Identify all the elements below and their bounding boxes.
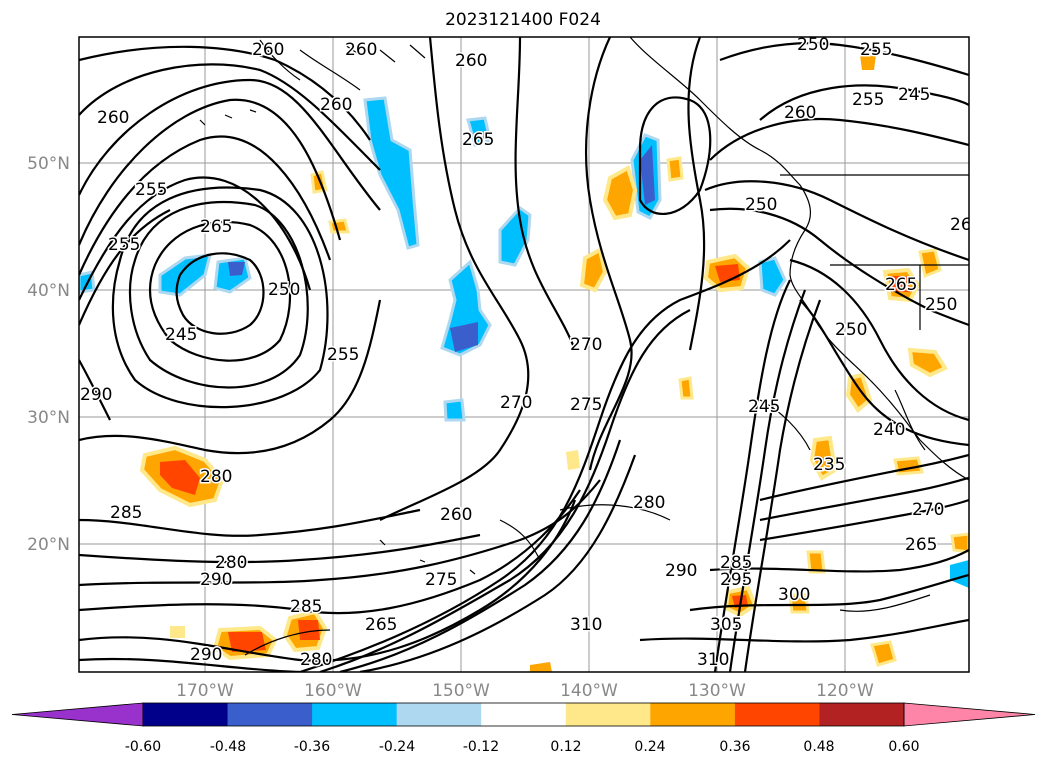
colorbar-tick-label: -0.60 xyxy=(125,739,161,755)
contour-label: 270 xyxy=(500,393,532,413)
contour-label: 285 xyxy=(290,597,322,617)
longitude-labels: 170°W 160°W 150°W 140°W 130°W 120°W xyxy=(176,681,874,701)
lon-label: 150°W xyxy=(432,681,490,701)
colorbar-tick-label: 0.36 xyxy=(719,739,750,755)
contour-lines xyxy=(79,37,969,672)
contour-label: 250 xyxy=(797,35,829,55)
map-frame xyxy=(78,36,970,673)
contour-label: 265 xyxy=(885,275,917,295)
colorbar-segment xyxy=(227,703,313,726)
contour-label: 285 xyxy=(110,503,142,523)
contour-label: 265 xyxy=(365,615,397,635)
contour-label: 300 xyxy=(778,585,810,605)
colorbar-tick-label: -0.48 xyxy=(210,739,246,755)
lon-label: 120°W xyxy=(816,681,874,701)
contour-label: 240 xyxy=(873,420,905,440)
colorbar-outline xyxy=(142,702,905,727)
colorbar-tick-label: -0.12 xyxy=(463,739,499,755)
contour-label: 290 xyxy=(80,385,112,405)
lon-label: 160°W xyxy=(304,681,362,701)
graticule xyxy=(79,37,969,672)
map-content: 260 260 260 260 250 255 245 265 255 260 … xyxy=(79,35,982,672)
lon-label: 140°W xyxy=(560,681,618,701)
colorbar-segment xyxy=(396,703,482,726)
contour-label: 255 xyxy=(852,90,884,110)
contour-label: 260 xyxy=(784,103,816,123)
contour-label: 295 xyxy=(720,570,752,590)
contour-label: 285 xyxy=(720,553,752,573)
contour-label: 260 xyxy=(455,51,487,71)
contour-label: 260 xyxy=(440,505,472,525)
contour-label: 255 xyxy=(327,345,359,365)
contour-label: 280 xyxy=(215,553,247,573)
contour-label: 290 xyxy=(190,645,222,665)
contour-label: 275 xyxy=(570,395,602,415)
contour-label: 290 xyxy=(665,561,697,581)
contour-label: 245 xyxy=(748,397,780,417)
colorbar-segment xyxy=(481,703,567,726)
contour-label: 265 xyxy=(200,217,232,237)
contour-labels: 260 260 260 260 250 255 245 265 255 260 … xyxy=(79,35,982,672)
contour-label: 305 xyxy=(710,615,742,635)
colorbar-tick-label: -0.24 xyxy=(379,739,415,755)
colorbar-tick-label: 0.24 xyxy=(634,739,665,755)
colorbar-segments xyxy=(11,702,1036,727)
colorbar-segment xyxy=(11,702,144,727)
contour-label: 260 xyxy=(345,40,377,60)
lon-label: 130°W xyxy=(688,681,746,701)
contour-label: 265 xyxy=(462,130,494,150)
contour-label: 280 xyxy=(633,493,665,513)
contour-label: 245 xyxy=(165,325,197,345)
latitude-labels: 50°N 40°N 30°N 20°N xyxy=(27,154,70,555)
colorbar-segment xyxy=(143,703,229,726)
lat-label: 50°N xyxy=(27,154,70,174)
colorbar-tick-label: 0.60 xyxy=(888,739,919,755)
colorbar-tick-label: -0.36 xyxy=(294,739,330,755)
colorbar: -0.60 -0.48 -0.36 -0.24 -0.12 0.12 0.24 … xyxy=(11,702,1036,755)
contour-label: 280 xyxy=(200,467,232,487)
contour-label: 270 xyxy=(570,335,602,355)
contour-label: 280 xyxy=(300,650,332,670)
lat-label: 20°N xyxy=(27,535,70,555)
colorbar-tick-label: 0.12 xyxy=(550,739,581,755)
contour-label: 270 xyxy=(912,500,944,520)
contour-label: 235 xyxy=(813,455,845,475)
colorbar-segment xyxy=(650,703,736,726)
colorbar-segment xyxy=(312,703,398,726)
contour-label: 265 xyxy=(905,535,937,555)
contour-label: 250 xyxy=(745,195,777,215)
contour-label: 275 xyxy=(425,570,457,590)
colorbar-segment xyxy=(565,703,651,726)
figure-title: 2023121400 F024 xyxy=(445,10,601,30)
contour-label: 255 xyxy=(135,180,167,200)
contour-label: 255 xyxy=(108,235,140,255)
contour-label: 260 xyxy=(950,215,982,235)
contour-label: 250 xyxy=(268,280,300,300)
lat-label: 40°N xyxy=(27,281,70,301)
shaded-field xyxy=(79,55,969,672)
coastlines xyxy=(199,37,969,575)
contour-label: 290 xyxy=(200,570,232,590)
contour-label: 255 xyxy=(860,40,892,60)
contour-label: 260 xyxy=(320,95,352,115)
colorbar-ticks: -0.60 -0.48 -0.36 -0.24 -0.12 0.12 0.24 … xyxy=(125,739,920,755)
colorbar-tick-label: 0.48 xyxy=(803,739,834,755)
contour-label: 250 xyxy=(925,295,957,315)
colorbar-segment xyxy=(903,702,1036,727)
contour-label: 245 xyxy=(898,85,930,105)
contour-label: 250 xyxy=(835,320,867,340)
contour-label: 260 xyxy=(252,40,284,60)
lat-label: 30°N xyxy=(27,408,70,428)
colorbar-segment xyxy=(819,703,905,726)
lon-label: 170°W xyxy=(176,681,234,701)
colorbar-segment xyxy=(734,703,820,726)
contour-label: 260 xyxy=(97,108,129,128)
contour-label: 310 xyxy=(570,615,602,635)
contour-label: 310 xyxy=(697,650,729,670)
